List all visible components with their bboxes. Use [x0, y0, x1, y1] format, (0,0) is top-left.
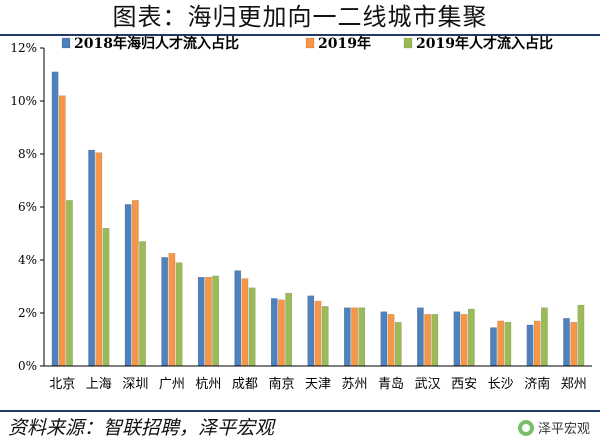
x-tick-label: 深圳 [122, 377, 148, 392]
x-tick-label: 青岛 [378, 376, 404, 392]
bar-2 [314, 300, 322, 367]
bar-1 [563, 318, 570, 367]
bar-3 [285, 292, 293, 367]
y-tick-label: 6% [18, 200, 37, 214]
bar-1 [161, 257, 169, 367]
bar-1 [526, 324, 534, 367]
bar-3 [212, 275, 219, 367]
bar-3 [358, 307, 366, 367]
bar-1 [234, 270, 242, 367]
x-tick-label: 长沙 [488, 377, 514, 392]
bar-1 [417, 307, 424, 367]
x-tick-label: 杭州 [195, 377, 221, 392]
bar-1 [88, 149, 95, 367]
bar-3 [394, 322, 402, 367]
bar-2 [131, 200, 139, 367]
bar-2 [424, 314, 431, 367]
watermark-text: 泽平宏观 [537, 422, 590, 437]
bar-1 [270, 298, 278, 367]
x-tick-label: 济南 [524, 376, 550, 392]
bar-3 [504, 322, 512, 367]
bar-3 [248, 287, 256, 367]
bar-2 [95, 152, 103, 367]
bar-2 [168, 253, 176, 367]
bar-3 [541, 307, 548, 367]
bar-1 [343, 307, 351, 367]
bar-3 [431, 314, 439, 367]
bar-1 [453, 311, 461, 367]
bar-3 [175, 262, 183, 367]
bar-2 [497, 320, 505, 367]
legend: 2018年海归人才流入占比 2019年 2019年人才流入占比 [61, 36, 553, 52]
bar-1 [490, 327, 497, 367]
x-tick-label: 武汉 [415, 377, 441, 392]
bar-1 [380, 311, 388, 367]
bar-2 [351, 307, 358, 367]
legend-label: 2018年海归人才流入占比 [74, 36, 239, 52]
bar-3 [467, 308, 475, 367]
x-axis: 北京 上海 深圳 广州 杭州 成都 南京 天津 苏州 青岛 武汉 西安 长沙 济南 郑州 [44, 365, 592, 392]
page-title: 图表：海归更加向一二线城市集聚 [112, 3, 488, 31]
legend-label: 2019年人才流入占比 [416, 36, 553, 52]
bar-chart: 0% 2% 4% 6% 8% 10% 12% 北京 上海 深圳 广州 杭州 成都 南京 天津 苏州 青岛 武汉西… [10, 36, 592, 392]
bar-2 [58, 95, 66, 367]
y-tick-label: 2% [18, 306, 37, 320]
x-tick-label: 南京 [268, 376, 294, 392]
bar-2 [205, 277, 212, 367]
bar-3 [66, 200, 73, 367]
legend-label: 2019年 [318, 36, 371, 52]
y-tick-label: 0% [18, 359, 37, 373]
y-tick-label: 12% [10, 41, 37, 55]
wechat-logo-icon [517, 419, 534, 436]
watermark: 泽平宏观 [517, 418, 590, 437]
bar-3 [577, 304, 585, 367]
bar-1 [124, 204, 132, 367]
bars-group [51, 71, 585, 367]
bar-3 [321, 306, 329, 367]
bar-2 [241, 278, 249, 367]
bar-3 [102, 227, 110, 367]
bar-2 [570, 322, 578, 367]
title-divider [0, 34, 600, 36]
y-axis: 0% 2% 4% 6% 8% 10% 12% [10, 41, 45, 373]
legend-swatch [305, 37, 315, 49]
bar-2 [460, 314, 468, 367]
x-tick-label: 广州 [159, 377, 185, 392]
source-note: 资料来源：智联招聘，泽平宏观 [8, 417, 275, 439]
x-tick-label: 西安 [451, 377, 477, 392]
legend-swatch [403, 37, 413, 49]
y-tick-label: 10% [10, 94, 37, 108]
x-tick-label: 北京 [49, 377, 75, 392]
x-tick-label: 天津 [305, 377, 331, 392]
bar-1 [197, 277, 205, 367]
bar-1 [307, 295, 315, 367]
x-tick-label: 苏州 [342, 376, 368, 392]
bar-1 [51, 71, 59, 367]
x-tick-label: 成都 [232, 377, 258, 392]
bar-2 [278, 299, 285, 367]
y-tick-label: 4% [18, 253, 37, 267]
x-tick-label: 郑州 [561, 377, 587, 392]
x-tick-label: 上海 [86, 377, 112, 392]
y-tick-label: 8% [18, 147, 37, 161]
footer-divider [0, 410, 600, 412]
legend-swatch [61, 37, 71, 49]
bar-2 [533, 320, 541, 367]
bar-3 [139, 241, 146, 367]
bar-2 [387, 314, 395, 367]
